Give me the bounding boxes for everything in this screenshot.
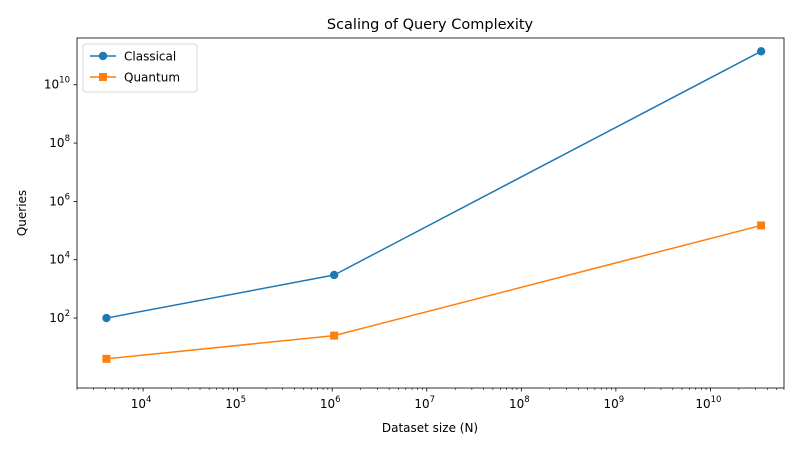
y-tick-label: 108 — [49, 134, 70, 150]
data-point — [757, 221, 766, 230]
x-tick-label-base: 10 — [695, 397, 710, 411]
y-tick-label: 102 — [49, 309, 70, 325]
chart-title: Scaling of Query Complexity — [327, 17, 534, 33]
x-tick-label-base: 10 — [320, 397, 335, 411]
legend-label: Classical — [124, 50, 176, 64]
x-tick-label-exponent: 7 — [430, 395, 435, 405]
x-tick-label: 109 — [604, 395, 625, 411]
y-tick-label-exponent: 2 — [65, 309, 70, 319]
x-tick-label: 104 — [131, 395, 152, 411]
x-tick-label-base: 10 — [414, 397, 429, 411]
x-tick-label-exponent: 8 — [524, 395, 529, 405]
data-point — [330, 331, 339, 340]
data-point — [102, 354, 111, 363]
x-tick-label-base: 10 — [225, 397, 240, 411]
x-tick-label: 105 — [225, 395, 246, 411]
x-tick-label-exponent: 5 — [241, 395, 246, 405]
legend-marker — [99, 73, 107, 81]
y-axis-title: Queries — [15, 190, 29, 236]
data-point — [329, 270, 339, 280]
x-tick-label-exponent: 6 — [335, 395, 340, 405]
plot-area — [102, 47, 766, 363]
x-axis-title: Dataset size (N) — [382, 421, 478, 435]
y-tick-label-exponent: 4 — [65, 251, 70, 261]
x-axis: 104 105 106 107 108 109 1010 — [76, 388, 785, 411]
x-tick-label-base: 10 — [131, 397, 146, 411]
y-tick-label-exponent: 8 — [65, 134, 70, 144]
legend: Classical Quantum — [82, 43, 198, 93]
data-point — [756, 47, 766, 56]
x-tick-label-base: 10 — [604, 397, 619, 411]
x-tick-label-base: 10 — [509, 397, 524, 411]
y-tick-label: 1010 — [44, 76, 70, 92]
x-tick-label: 107 — [414, 395, 435, 411]
y-tick-label-base: 10 — [49, 253, 64, 267]
y-tick-label-exponent: 10 — [59, 76, 70, 86]
y-tick-label: 106 — [49, 192, 70, 208]
y-tick-label-exponent: 6 — [65, 192, 70, 202]
x-tick-label-exponent: 9 — [619, 395, 624, 405]
y-tick-label-base: 10 — [44, 78, 59, 92]
x-tick-label: 106 — [320, 395, 341, 411]
legend-marker — [98, 51, 108, 61]
x-tick-label: 108 — [509, 395, 530, 411]
legend-label: Quantum — [124, 71, 180, 85]
data-point — [102, 313, 111, 323]
y-tick-label-base: 10 — [49, 136, 64, 150]
y-tick-label-base: 10 — [49, 194, 64, 208]
y-tick-label-base: 10 — [49, 311, 64, 325]
y-tick-label: 104 — [49, 251, 70, 267]
x-tick-label-exponent: 4 — [146, 395, 151, 405]
plot-frame — [76, 37, 785, 389]
x-tick-label-exponent: 10 — [711, 395, 722, 405]
x-tick-label: 1010 — [695, 395, 721, 411]
